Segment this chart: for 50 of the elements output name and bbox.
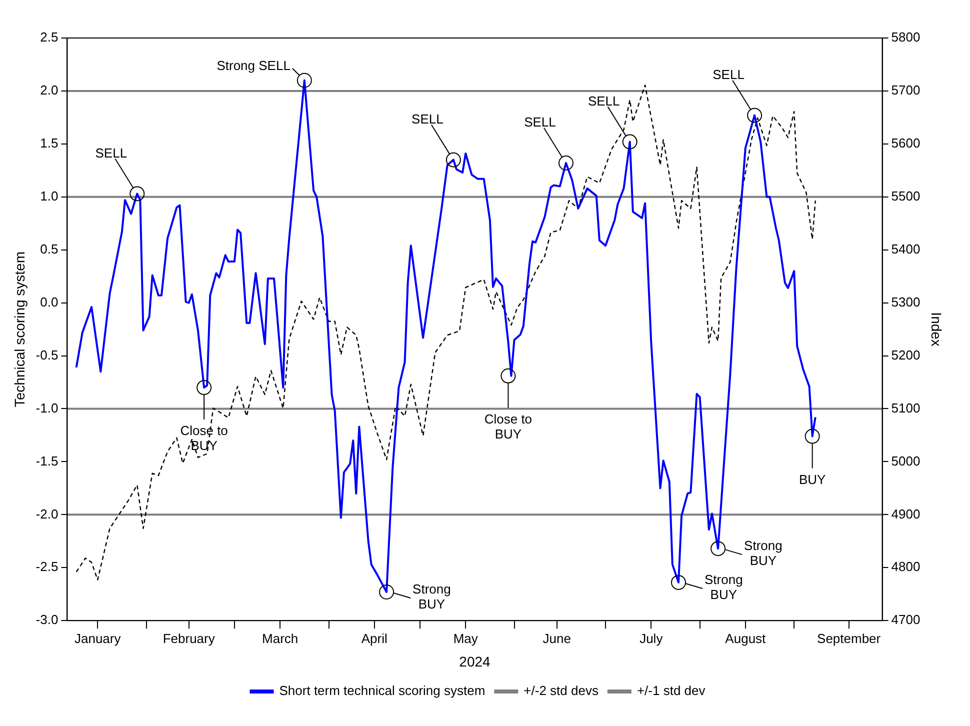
y-tick-label: 2.0: [40, 82, 58, 98]
legend-label: +/-1 std dev: [636, 683, 706, 698]
y2-tick-label: 4900: [891, 506, 920, 522]
y2-tick-label: 5000: [891, 453, 920, 468]
y2-tick-label: 5800: [891, 30, 920, 45]
x-tick-label: March: [262, 630, 298, 646]
y-tick-label: 0.5: [40, 241, 58, 256]
x-tick-label: June: [542, 630, 571, 646]
y-tick-label: -3.0: [36, 612, 58, 628]
y2-tick-label: 5200: [891, 347, 920, 362]
y-tick-label: 1.5: [40, 136, 58, 151]
x-tick-label: September: [817, 630, 882, 646]
annotation: Strong BUY: [704, 572, 743, 602]
y-tick-label: 1.0: [40, 188, 58, 204]
y-tick-label: -0.5: [36, 347, 58, 362]
annotation: Strong SELL: [216, 58, 290, 73]
y-axis-title: Technical scoring system: [11, 251, 28, 408]
annotation: Strong BUY: [412, 582, 451, 612]
annotation: SELL: [412, 111, 444, 126]
x-tick-label: February: [162, 630, 216, 646]
y2-tick-label: 4800: [891, 559, 920, 574]
annotation: BUY: [798, 472, 826, 487]
y2-axis-title: Index: [928, 312, 945, 346]
x-tick-label: August: [725, 630, 766, 646]
y2-tick-label: 4700: [891, 612, 920, 628]
y-tick-label: -2.0: [36, 506, 58, 522]
x-tick-label: July: [640, 630, 664, 646]
y-tick-label: 0.0: [40, 294, 58, 310]
y2-tick-label: 5400: [891, 241, 920, 256]
annotation: SELL: [95, 145, 128, 160]
annotation: SELL: [712, 66, 744, 82]
annotation: SELL: [588, 93, 620, 108]
y2-tick-label: 5700: [891, 82, 920, 98]
y2-tick-label: 5300: [891, 294, 920, 310]
y-tick-label: -1.0: [36, 400, 58, 416]
y-tick-label: 2.5: [40, 30, 58, 45]
y2-tick-label: 5600: [891, 136, 920, 151]
y2-tick-label: 5100: [891, 400, 920, 416]
x-tick-label: January: [74, 630, 122, 646]
annotation: Strong BUY: [744, 538, 782, 568]
x-axis-title: 2024: [459, 653, 491, 670]
y-tick-label: -2.5: [36, 559, 58, 574]
annotation: SELL: [524, 114, 556, 130]
annotation: Close to BUY: [484, 411, 532, 442]
legend-label: +/-2 std devs: [524, 683, 599, 698]
x-tick-label: May: [453, 630, 478, 646]
y2-tick-label: 5500: [891, 188, 920, 204]
legend-label: Short term technical scoring system: [279, 683, 486, 698]
x-tick-label: April: [361, 630, 388, 646]
y-tick-label: -1.5: [36, 453, 58, 468]
